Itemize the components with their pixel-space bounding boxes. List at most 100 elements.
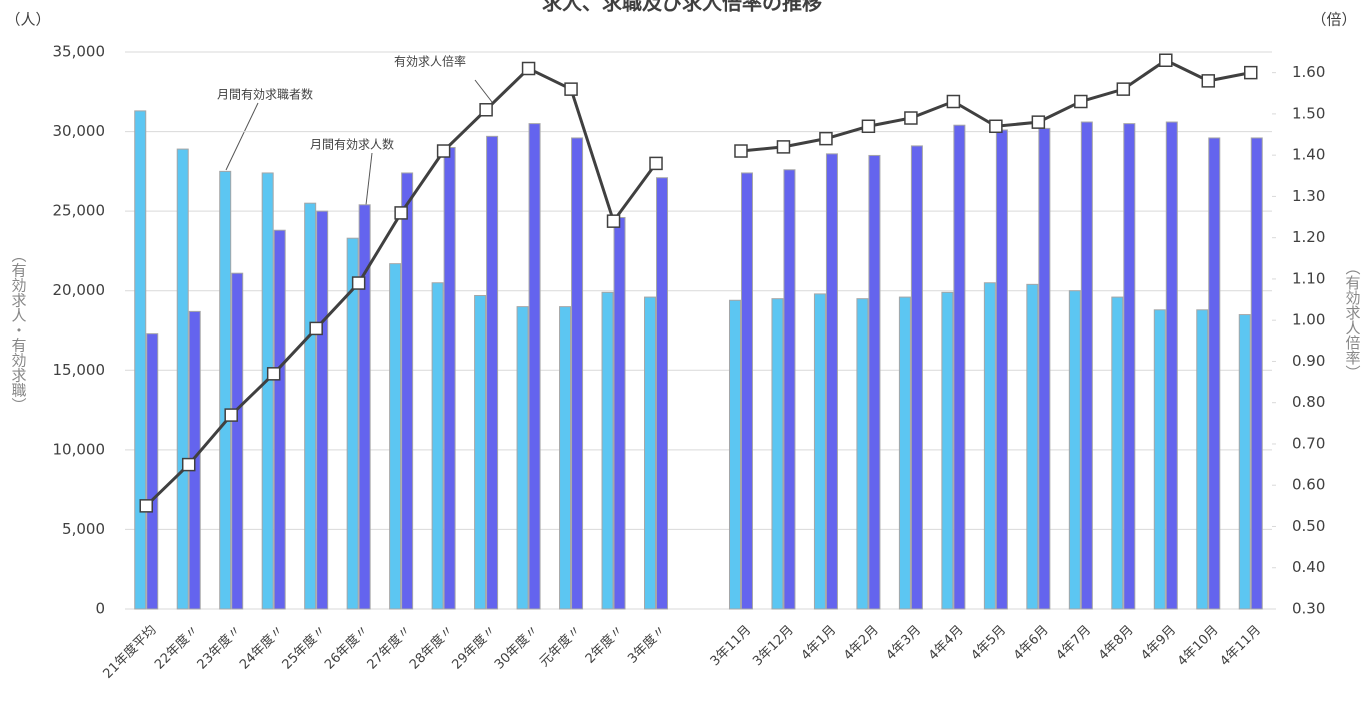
x-tick-label: 3年11月 <box>708 623 755 670</box>
chart-title: 求人、求職及び求人倍率の推移 <box>542 0 822 15</box>
bar <box>1196 309 1209 610</box>
marker <box>309 321 323 336</box>
y2-tick-label: 0.90 <box>1292 352 1325 370</box>
bar <box>740 172 753 610</box>
bar <box>516 306 529 610</box>
y-axis-title: （有効求人・有効求職） <box>10 248 28 413</box>
bar <box>304 202 317 610</box>
bar <box>1123 123 1136 610</box>
y2-tick-label: 0.80 <box>1292 393 1325 411</box>
x-tick-label: 25年度〃 <box>279 622 330 673</box>
bar <box>601 291 614 610</box>
y-tick-label: 30,000 <box>53 122 106 140</box>
y-tick-label: 25,000 <box>53 202 106 220</box>
bar <box>1250 137 1263 610</box>
marker <box>394 206 408 220</box>
x-tick-label: 22年度〃 <box>151 622 202 673</box>
x-tick-label: 27年度〃 <box>364 622 415 673</box>
y-tick-label: 10,000 <box>53 440 106 458</box>
x-tick-label: 24年度〃 <box>236 622 287 673</box>
marker <box>1116 82 1131 96</box>
y2-tick-label: 0.40 <box>1292 558 1325 576</box>
bar <box>231 272 244 610</box>
bar <box>953 124 966 610</box>
annotation: 有効求人倍率 <box>394 54 466 69</box>
x-tick-label: 4年9月 <box>1138 623 1179 664</box>
marker <box>224 408 238 422</box>
y-tick-label: 15,000 <box>53 361 106 379</box>
marker <box>564 82 578 96</box>
x-tick-label: 4年7月 <box>1053 623 1094 664</box>
bar <box>219 170 232 610</box>
bar <box>1068 290 1081 610</box>
marker <box>946 94 961 109</box>
x-tick-label: 4年10月 <box>1175 623 1222 670</box>
x-tick-label: 3年12月 <box>750 623 797 670</box>
bar <box>898 296 911 610</box>
x-tick-label: 30年度〃 <box>491 622 542 673</box>
bar <box>1111 296 1124 610</box>
bar <box>528 123 541 610</box>
bar <box>273 229 286 610</box>
bar <box>983 282 996 610</box>
y2-axis-title: （有効求人倍率） <box>1344 260 1362 380</box>
marker <box>649 156 663 171</box>
marker <box>1244 65 1258 80</box>
y-tick-label: 35,000 <box>53 43 106 61</box>
y2-unit: （倍） <box>1311 11 1356 29</box>
x-tick-label: 23年度〃 <box>194 622 245 673</box>
y2-tick-label: 1.00 <box>1292 311 1325 329</box>
bar <box>995 129 1008 610</box>
marker <box>436 144 451 158</box>
marker <box>479 103 493 117</box>
y2-tick-label: 0.60 <box>1292 476 1325 494</box>
x-tick-label: 4年4月 <box>926 623 967 664</box>
bar <box>868 154 881 610</box>
bar <box>316 210 329 610</box>
bar <box>1208 137 1221 610</box>
bar <box>656 177 669 610</box>
bar <box>728 299 741 610</box>
y2-tick-label: 1.10 <box>1292 269 1325 287</box>
bar <box>644 296 657 610</box>
marker <box>606 214 621 228</box>
marker <box>989 119 1003 134</box>
bar <box>783 169 796 610</box>
x-tick-label: 4年5月 <box>968 623 1009 664</box>
marker <box>1074 94 1088 109</box>
y-tick-label: 0 <box>95 600 105 618</box>
y2-tick-label: 0.30 <box>1292 600 1325 618</box>
bar <box>176 148 189 610</box>
x-tick-label: 4年8月 <box>1096 623 1137 664</box>
bar <box>401 172 414 610</box>
annotation: 月間有効求人数 <box>310 137 394 152</box>
marker <box>776 140 791 154</box>
bar <box>1238 314 1251 610</box>
bar <box>431 282 444 610</box>
x-tick-label: 4年2月 <box>841 623 882 664</box>
marker <box>734 144 748 158</box>
x-tick-label: 3年度〃 <box>625 622 670 667</box>
bar <box>571 137 584 610</box>
y2-tick-label: 1.20 <box>1292 228 1325 246</box>
bar <box>825 153 838 610</box>
y-tick-label: 20,000 <box>53 281 106 299</box>
bar <box>1153 309 1166 610</box>
marker <box>521 61 536 76</box>
y-tick-label: 5,000 <box>62 520 105 538</box>
x-tick-label: 21年度平均 <box>100 622 160 682</box>
bar <box>771 298 784 610</box>
bar <box>910 145 923 610</box>
y2-tick-label: 1.30 <box>1292 187 1325 205</box>
bar <box>1080 121 1093 610</box>
x-tick-label: 4年6月 <box>1011 623 1052 664</box>
leader <box>225 102 259 171</box>
bar <box>134 110 147 610</box>
y2-tick-label: 0.70 <box>1292 434 1325 452</box>
bar <box>261 172 274 610</box>
bar <box>813 293 826 610</box>
y-unit: （人） <box>5 11 50 29</box>
bar <box>474 294 487 610</box>
bar <box>358 204 371 610</box>
